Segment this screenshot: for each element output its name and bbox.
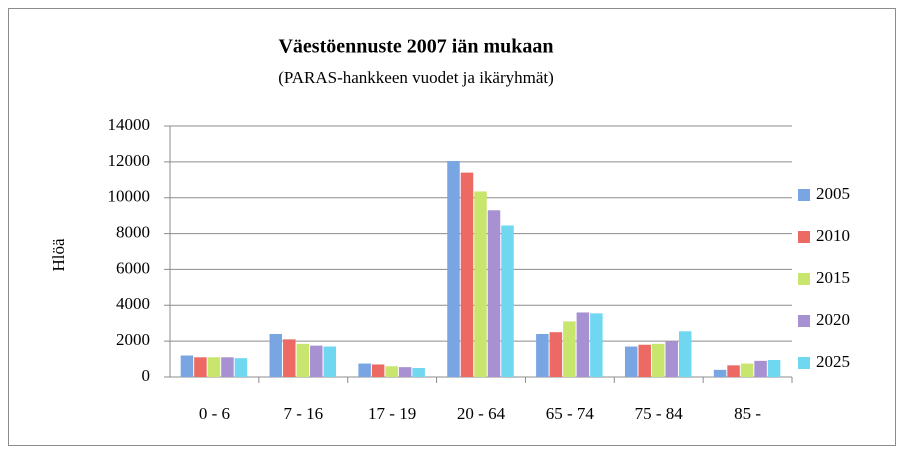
bar: [412, 368, 425, 377]
bar: [221, 357, 234, 377]
bar: [727, 365, 740, 377]
x-tick-label: 7 - 16: [283, 404, 323, 423]
bar: [296, 343, 310, 377]
bar: [310, 345, 323, 377]
x-tick-label: 65 - 74: [546, 404, 595, 423]
bar: [269, 333, 283, 377]
legend-swatch: [798, 273, 810, 285]
bar: [447, 160, 460, 377]
bar: [487, 210, 501, 377]
bar: [536, 333, 549, 377]
bar: [207, 357, 221, 377]
bar: [678, 331, 692, 377]
legend-label: 2005: [816, 184, 850, 203]
bar: [460, 172, 474, 377]
bar: [767, 359, 781, 377]
bar: [180, 355, 194, 377]
chart-subtitle: (PARAS-hankkeen vuodet ja ikäryhmät): [278, 68, 554, 87]
bar: [385, 366, 398, 377]
bar: [358, 363, 371, 377]
bar: [398, 367, 412, 377]
y-tick-label: 0: [142, 366, 151, 385]
bar: [474, 191, 487, 377]
bar: [713, 369, 727, 377]
legend-label: 2025: [816, 352, 850, 371]
bar: [651, 343, 665, 377]
legend-label: 2020: [816, 310, 850, 329]
x-tick-label: 20 - 64: [457, 404, 506, 423]
bar: [501, 225, 514, 377]
y-axis-label: Hlöä: [49, 238, 68, 272]
bar: [754, 360, 767, 377]
y-tick-label: 12000: [108, 151, 151, 170]
y-tick-label: 6000: [116, 258, 150, 277]
legend-swatch: [798, 315, 810, 327]
bar: [638, 344, 651, 377]
y-tick-label: 8000: [116, 222, 150, 241]
y-tick-label: 10000: [108, 187, 151, 206]
chart-title: Väestöennuste 2007 iän mukaan: [278, 36, 553, 58]
legend-label: 2015: [816, 268, 850, 287]
x-tick-label: 0 - 6: [199, 404, 230, 423]
bar: [624, 346, 638, 377]
bar: [549, 332, 563, 377]
legend-swatch: [798, 231, 810, 243]
bar: [563, 321, 576, 377]
x-tick-label: 17 - 19: [368, 404, 416, 423]
legend-label: 2010: [816, 226, 850, 245]
bar: [234, 358, 248, 377]
y-tick-label: 4000: [116, 294, 150, 313]
legend-swatch: [798, 357, 810, 369]
bar: [323, 346, 337, 377]
bar: [576, 312, 590, 377]
bar: [740, 363, 754, 377]
legend-swatch: [798, 189, 810, 201]
x-tick-label: 75 - 84: [635, 404, 684, 423]
bar: [665, 341, 678, 377]
bar: [371, 364, 385, 377]
bar: [194, 357, 207, 377]
x-tick-label: 85 -: [734, 404, 761, 423]
y-tick-label: 14000: [108, 115, 151, 134]
bar: [590, 313, 603, 377]
bar: [283, 339, 296, 377]
y-tick-label: 2000: [116, 330, 150, 349]
